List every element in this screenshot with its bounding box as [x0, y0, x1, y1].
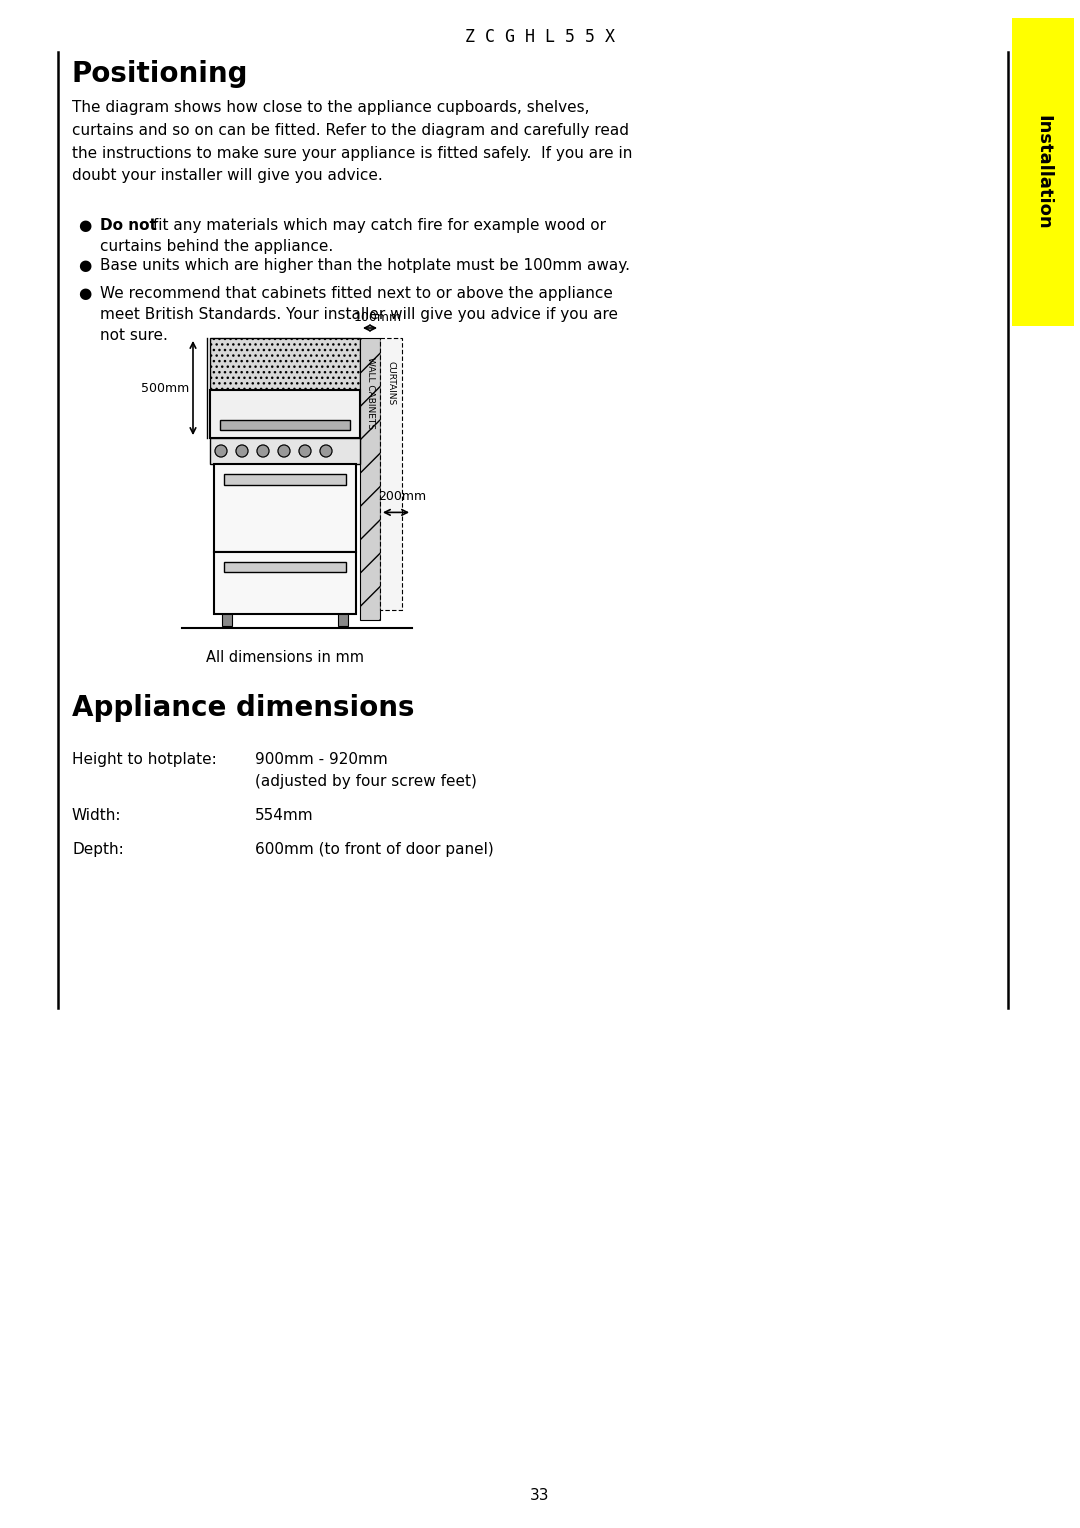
Text: Width:: Width:	[72, 808, 121, 824]
Text: 200mm: 200mm	[378, 490, 427, 503]
Text: All dimensions in mm: All dimensions in mm	[206, 649, 364, 665]
Text: fit any materials which may catch fire for example wood or: fit any materials which may catch fire f…	[148, 219, 606, 232]
Text: Depth:: Depth:	[72, 842, 124, 857]
Text: curtains behind the appliance.: curtains behind the appliance.	[100, 238, 334, 254]
Text: Appliance dimensions: Appliance dimensions	[72, 694, 415, 723]
Circle shape	[320, 445, 332, 457]
Bar	[214, 552, 356, 614]
Text: The diagram shows how close to the appliance cupboards, shelves,
curtains and so: The diagram shows how close to the appli…	[72, 99, 633, 183]
Text: ●: ●	[78, 258, 91, 274]
Text: ●: ●	[78, 219, 91, 232]
Text: Positioning: Positioning	[72, 60, 248, 89]
Text: 500mm: 500mm	[140, 382, 189, 394]
Bar	[380, 338, 402, 610]
Text: not sure.: not sure.	[100, 329, 167, 342]
Bar	[220, 420, 350, 429]
Text: WALL CABINETS: WALL CABINETS	[365, 358, 375, 429]
Bar	[210, 439, 360, 465]
Text: Do not: Do not	[100, 219, 157, 232]
Text: ●: ●	[78, 286, 91, 301]
Text: 100mm: 100mm	[354, 312, 402, 324]
Circle shape	[278, 445, 291, 457]
Bar	[210, 338, 360, 390]
Text: meet British Standards. Your installer will give you advice if you are: meet British Standards. Your installer w…	[100, 307, 618, 322]
Bar	[360, 338, 380, 620]
Circle shape	[257, 445, 269, 457]
Text: 600mm (to front of door panel): 600mm (to front of door panel)	[255, 842, 494, 857]
Bar	[224, 474, 346, 484]
Text: Installation: Installation	[1034, 115, 1052, 229]
Text: Base units which are higher than the hotplate must be 100mm away.: Base units which are higher than the hot…	[100, 258, 630, 274]
Circle shape	[299, 445, 311, 457]
Text: Z C G H L 5 5 X: Z C G H L 5 5 X	[465, 28, 615, 46]
Bar	[222, 614, 232, 626]
Text: 33: 33	[530, 1488, 550, 1504]
Bar	[338, 614, 348, 626]
Text: Height to hotplate:: Height to hotplate:	[72, 752, 217, 767]
Bar	[214, 465, 356, 552]
Text: 554mm: 554mm	[255, 808, 313, 824]
Bar	[210, 390, 360, 439]
Circle shape	[215, 445, 227, 457]
Text: CURTAINS: CURTAINS	[387, 361, 395, 405]
Text: 900mm - 920mm: 900mm - 920mm	[255, 752, 388, 767]
Text: (adjusted by four screw feet): (adjusted by four screw feet)	[255, 775, 477, 788]
Bar	[1012, 18, 1074, 325]
Text: We recommend that cabinets fitted next to or above the appliance: We recommend that cabinets fitted next t…	[100, 286, 612, 301]
Circle shape	[237, 445, 248, 457]
Bar	[224, 562, 346, 571]
